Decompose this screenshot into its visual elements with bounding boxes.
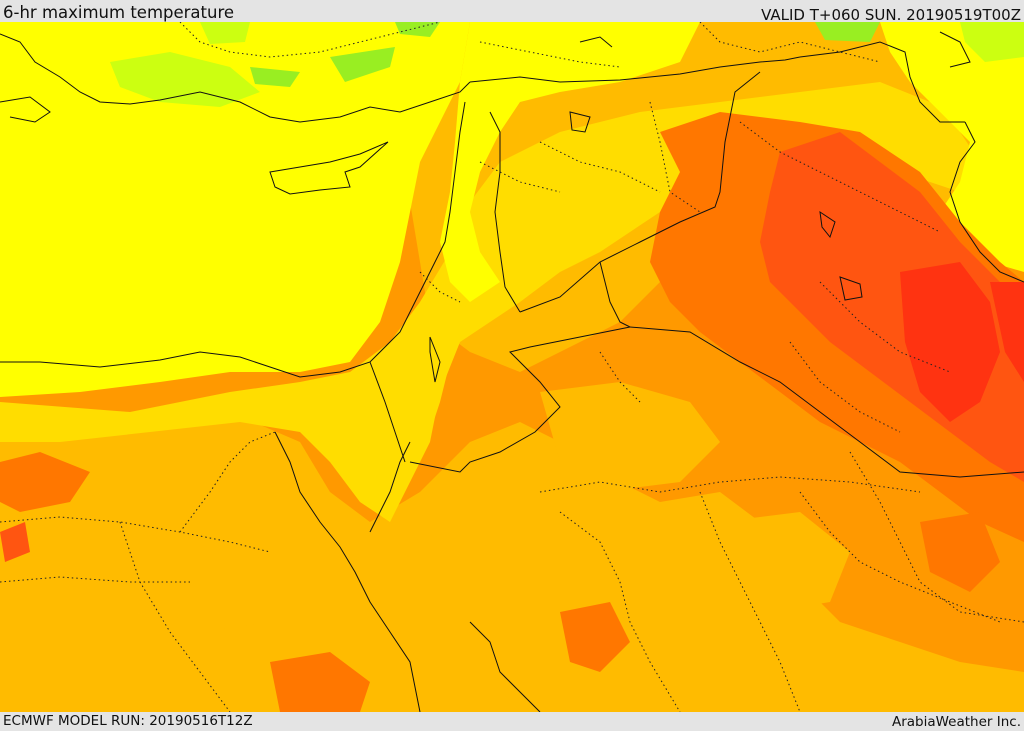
field-yellow-zone bbox=[0, 22, 470, 397]
field-gold-coastal bbox=[385, 302, 450, 492]
map-title: 6-hr maximum temperature bbox=[3, 3, 235, 22]
field-red-patch bbox=[990, 282, 1024, 382]
valid-time-label: VALID T+060 SUN. 20190519T00Z bbox=[761, 6, 1021, 24]
field-dark-orange-patch bbox=[560, 602, 630, 672]
field-yellow-zone bbox=[880, 22, 1024, 272]
field-green-patch bbox=[110, 52, 260, 107]
field-green-patch bbox=[815, 22, 880, 42]
footer-bar: ECMWF MODEL RUN: 20190516T12Z ArabiaWeat… bbox=[0, 712, 1024, 730]
credit-label: ArabiaWeather Inc. bbox=[891, 714, 1021, 730]
country-borders bbox=[369, 41, 1024, 478]
field-green-patch bbox=[250, 67, 300, 87]
map-canvas bbox=[0, 22, 1024, 712]
field-green-patch bbox=[330, 47, 395, 82]
temperature-map[interactable] bbox=[0, 22, 1024, 712]
model-run-label: ECMWF MODEL RUN: 20190516T12Z bbox=[3, 713, 253, 729]
coastlines bbox=[0, 31, 1024, 712]
field-green-patch bbox=[960, 22, 1024, 62]
field-green-patch bbox=[395, 22, 440, 37]
province-borders bbox=[0, 22, 1024, 712]
field-red-orange-patch bbox=[0, 522, 30, 562]
field-gold-zone bbox=[0, 82, 980, 522]
field-red-patch bbox=[900, 262, 1000, 422]
field-green-patch bbox=[200, 22, 250, 44]
field-yellow-zone bbox=[440, 22, 700, 302]
field-dark-orange-patch bbox=[270, 652, 370, 712]
field-amber-patch bbox=[720, 512, 850, 612]
field-amber-patch bbox=[540, 382, 720, 492]
field-dark-orange-patch bbox=[920, 512, 1000, 592]
field-dark-orange-patch bbox=[0, 452, 90, 512]
header-bar: 6-hr maximum temperature VALID T+060 SUN… bbox=[0, 0, 1024, 24]
